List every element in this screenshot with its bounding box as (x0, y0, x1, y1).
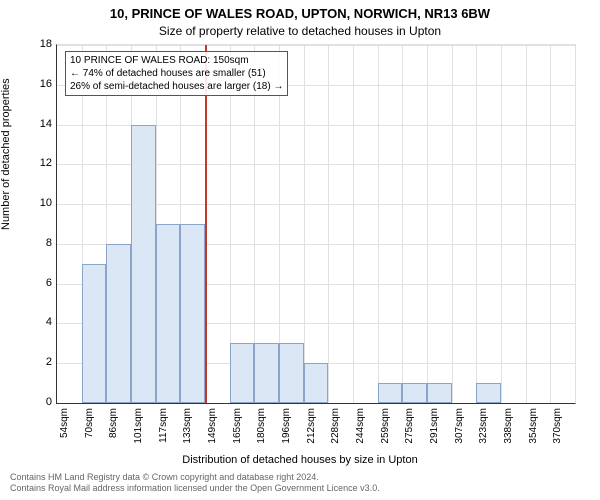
xtick-label: 370sqm (552, 408, 563, 458)
gridline-v (550, 45, 551, 403)
xtick-label: 291sqm (429, 408, 440, 458)
xtick-label: 244sqm (355, 408, 366, 458)
ytick-label: 18 (22, 38, 52, 50)
ytick-label: 14 (22, 118, 52, 130)
ytick-label: 10 (22, 197, 52, 209)
ytick-label: 6 (22, 277, 52, 289)
gridline-v (353, 45, 354, 403)
ytick-label: 12 (22, 157, 52, 169)
gridline-v (378, 45, 379, 403)
histogram-bar (106, 244, 131, 403)
gridline-v (304, 45, 305, 403)
gridline-v (402, 45, 403, 403)
xtick-label: 149sqm (207, 408, 218, 458)
xtick-label: 259sqm (380, 408, 391, 458)
histogram-bar (304, 363, 329, 403)
ytick-label: 16 (22, 78, 52, 90)
histogram-bar (82, 264, 107, 403)
xtick-label: 54sqm (59, 408, 70, 458)
footer-line1: Contains HM Land Registry data © Crown c… (10, 472, 590, 483)
xtick-label: 70sqm (84, 408, 95, 458)
ytick-label: 2 (22, 356, 52, 368)
ytick-label: 8 (22, 237, 52, 249)
histogram-bar (402, 383, 427, 403)
annotation-line2: ← 74% of detached houses are smaller (51… (70, 67, 283, 80)
ytick-label: 0 (22, 396, 52, 408)
gridline-v (427, 45, 428, 403)
histogram-bar (427, 383, 452, 403)
gridline-v (526, 45, 527, 403)
histogram-bar (230, 343, 255, 403)
xtick-label: 212sqm (306, 408, 317, 458)
xtick-label: 180sqm (256, 408, 267, 458)
xtick-label: 338sqm (503, 408, 514, 458)
plot-area: 10 PRINCE OF WALES ROAD: 150sqm ← 74% of… (56, 44, 576, 404)
gridline-v (452, 45, 453, 403)
reference-line (205, 45, 207, 403)
histogram-bar (378, 383, 403, 403)
annotation-line3: 26% of semi-detached houses are larger (… (70, 80, 283, 93)
histogram-bar (180, 224, 205, 403)
histogram-bar (156, 224, 181, 403)
xtick-label: 275sqm (404, 408, 415, 458)
annotation-box: 10 PRINCE OF WALES ROAD: 150sqm ← 74% of… (65, 51, 288, 96)
xtick-label: 165sqm (232, 408, 243, 458)
gridline-h (57, 45, 575, 46)
y-axis-label: Number of detached properties (0, 78, 12, 230)
xtick-label: 228sqm (330, 408, 341, 458)
chart-title-sub: Size of property relative to detached ho… (0, 24, 600, 38)
xtick-label: 307sqm (454, 408, 465, 458)
histogram-bar (476, 383, 501, 403)
xtick-label: 86sqm (108, 408, 119, 458)
histogram-bar (254, 343, 279, 403)
xtick-label: 133sqm (182, 408, 193, 458)
histogram-bar (131, 125, 156, 403)
ytick-label: 4 (22, 316, 52, 328)
footer-attribution: Contains HM Land Registry data © Crown c… (10, 472, 590, 494)
xtick-label: 196sqm (281, 408, 292, 458)
chart-title-main: 10, PRINCE OF WALES ROAD, UPTON, NORWICH… (0, 6, 600, 21)
xtick-label: 101sqm (133, 408, 144, 458)
annotation-line1: 10 PRINCE OF WALES ROAD: 150sqm (70, 54, 283, 67)
histogram-bar (279, 343, 304, 403)
gridline-v (501, 45, 502, 403)
xtick-label: 323sqm (478, 408, 489, 458)
footer-line2: Contains Royal Mail address information … (10, 483, 590, 494)
gridline-v (476, 45, 477, 403)
xtick-label: 117sqm (158, 408, 169, 458)
gridline-v (328, 45, 329, 403)
xtick-label: 354sqm (528, 408, 539, 458)
